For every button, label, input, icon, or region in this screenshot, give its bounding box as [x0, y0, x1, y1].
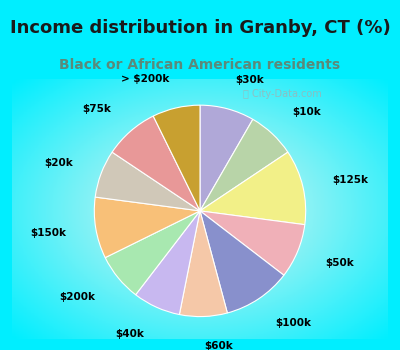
Text: $75k: $75k [82, 104, 111, 114]
Text: Income distribution in Granby, CT (%): Income distribution in Granby, CT (%) [10, 19, 390, 36]
Text: $50k: $50k [325, 258, 354, 268]
Text: $30k: $30k [235, 75, 264, 85]
Wedge shape [200, 152, 306, 225]
Wedge shape [153, 105, 200, 211]
Wedge shape [179, 211, 227, 316]
Wedge shape [95, 152, 200, 211]
Text: ⓘ City-Data.com: ⓘ City-Data.com [243, 89, 322, 99]
Wedge shape [200, 119, 288, 211]
Wedge shape [200, 211, 305, 275]
Text: > $200k: > $200k [121, 74, 169, 84]
Text: $20k: $20k [45, 158, 73, 168]
Wedge shape [112, 116, 200, 211]
Text: $60k: $60k [204, 341, 233, 350]
Text: $40k: $40k [115, 329, 144, 339]
Wedge shape [200, 211, 284, 313]
Text: $150k: $150k [30, 228, 66, 238]
Text: $100k: $100k [275, 318, 311, 328]
Wedge shape [105, 211, 200, 295]
Text: $200k: $200k [60, 292, 96, 302]
Wedge shape [200, 105, 253, 211]
Text: Black or African American residents: Black or African American residents [60, 57, 340, 72]
Text: $10k: $10k [292, 107, 321, 117]
Wedge shape [136, 211, 200, 315]
Text: $125k: $125k [332, 175, 368, 185]
Wedge shape [94, 197, 200, 258]
